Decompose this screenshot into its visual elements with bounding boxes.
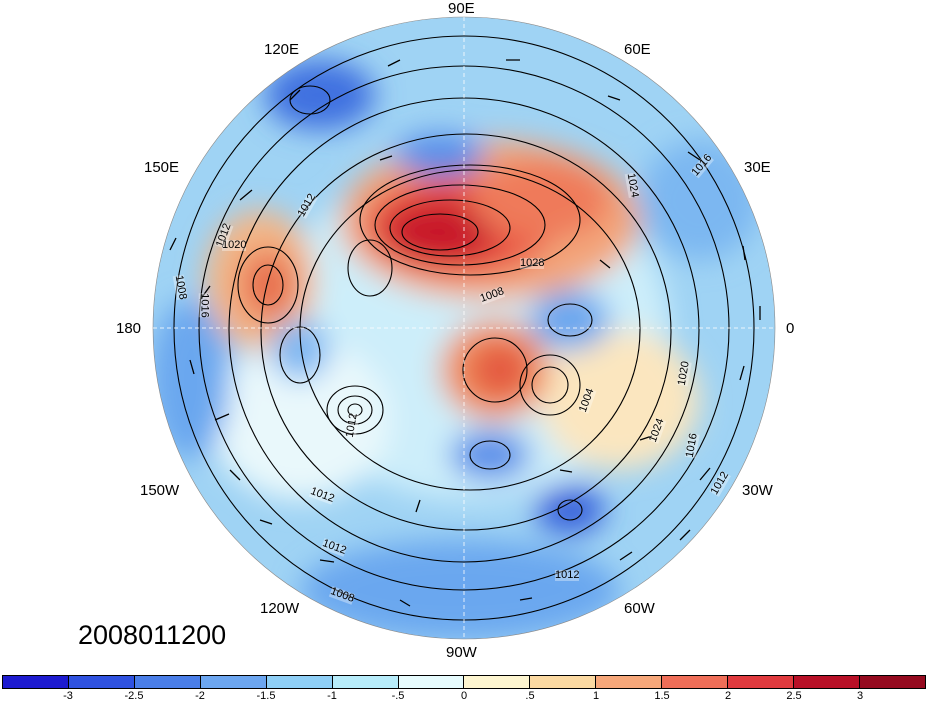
colorbar-swatch [3,676,69,688]
lon-label-60e: 60E [624,41,651,58]
lon-label-150e: 150E [144,159,180,176]
colorbar-tick-label: -3 [63,690,73,702]
colorbar-swatch [266,676,333,688]
colorbar-swatch [530,676,597,688]
contour-label: 1028 [520,257,545,269]
wind-barbs [169,59,761,607]
colorbar-swatch [134,676,201,688]
colorbar-swatch [662,676,729,688]
colorbar-tick-label: -1 [327,690,337,702]
colorbar-swatch [596,676,663,688]
colorbar-tick-label: -.5 [391,690,405,702]
colorbar-swatch [68,676,135,688]
colorbar-swatch [200,676,267,688]
contour-label: 1012 [555,569,580,581]
colorbar-swatch [464,676,531,688]
lon-label-30e: 30E [744,159,771,176]
lon-label-120e: 120E [264,41,300,58]
date-label: 2008011200 [78,620,227,650]
colorbar-tick-label: 3 [856,690,864,702]
colorbar-swatch [794,676,860,688]
contour-label: 1020 [222,239,247,251]
colorbar-tick-label: 1 [592,690,600,702]
lon-label-60w: 60W [624,600,655,617]
anomaly-field [153,17,775,639]
colorbar-swatch [398,676,465,688]
lon-label-90e: 90E [448,0,475,17]
colorbar-tick-label: 2 [724,690,732,702]
colorbar [2,675,926,689]
colorbar-tick-label: -1.5 [256,690,276,702]
lon-label-0: 0 [786,320,795,337]
colorbar-tick-label: 0 [460,690,468,702]
colorbar-swatch [728,676,795,688]
colorbar-tick-label: -2.5 [124,690,144,702]
lon-label-90w: 90W [446,644,477,661]
colorbar-tick-label: -2 [195,690,205,702]
colorbar-tick-label: 2.5 [786,690,802,702]
contour-label: 1016 [198,293,211,318]
colorbar-ticks: -3 -2.5 -2 -1.5 -1 -.5 0 .5 1 1.5 2 2.5 3 [0,690,928,702]
graticule [153,17,775,639]
colorbar-tick-label: 1.5 [654,690,670,702]
colorbar-swatch [332,676,399,688]
colorbar-swatch [859,676,925,688]
lon-label-180: 180 [116,320,142,337]
lon-label-150w: 150W [140,482,180,499]
colorbar-tick-label: .5 [525,690,535,702]
lon-label-30w: 30W [742,482,773,499]
lon-label-120w: 120W [260,600,300,617]
